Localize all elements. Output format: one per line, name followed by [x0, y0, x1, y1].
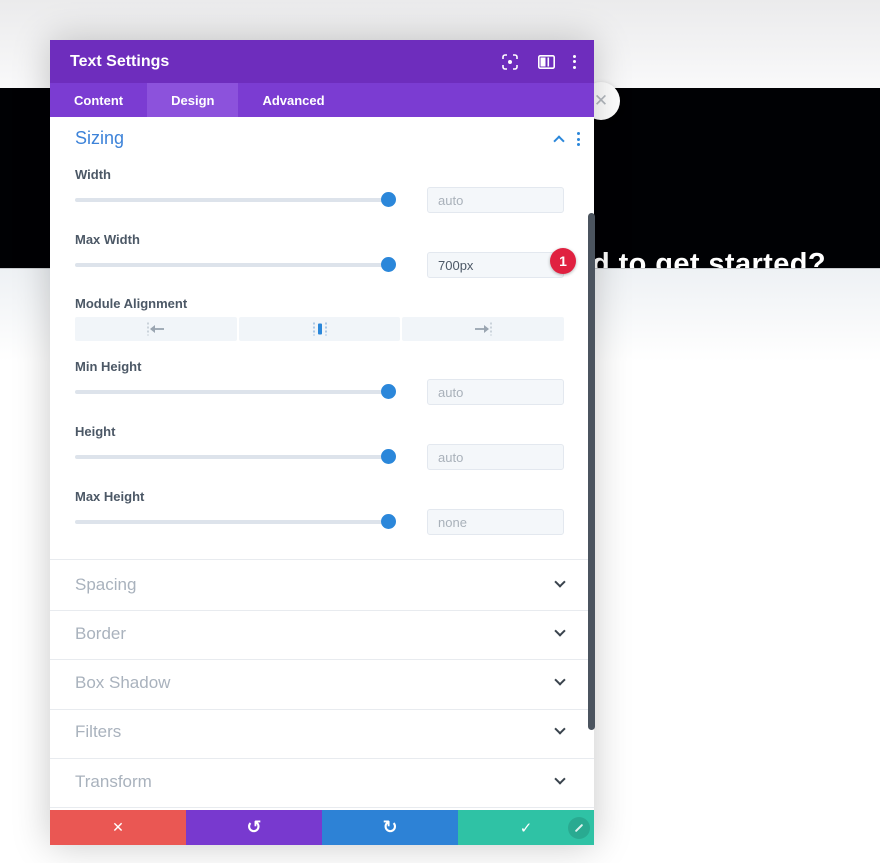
- modal-title: Text Settings: [70, 52, 170, 70]
- max-height-slider-handle[interactable]: [381, 514, 396, 529]
- module-alignment-group: [75, 317, 565, 341]
- width-input[interactable]: [427, 187, 564, 213]
- max-height-label: Max Height: [75, 489, 145, 504]
- save-button[interactable]: ✓: [458, 810, 594, 845]
- chevron-up-icon[interactable]: [553, 135, 565, 147]
- width-slider[interactable]: [75, 192, 396, 207]
- max-width-label: Max Width: [75, 232, 140, 247]
- max-width-slider[interactable]: [75, 257, 396, 272]
- redo-button[interactable]: ↻: [322, 810, 458, 845]
- align-center-icon: [312, 322, 327, 336]
- width-label: Width: [75, 167, 111, 182]
- max-height-slider[interactable]: [75, 514, 396, 529]
- module-alignment-label: Module Alignment: [75, 296, 188, 311]
- tab-content[interactable]: Content: [74, 92, 124, 108]
- height-label: Height: [75, 424, 116, 439]
- min-height-slider-handle[interactable]: [381, 384, 396, 399]
- section-border[interactable]: Border: [75, 624, 127, 643]
- undo-button[interactable]: ↺: [186, 810, 322, 845]
- split-view-icon[interactable]: [537, 53, 555, 71]
- align-left-icon: [147, 322, 164, 336]
- height-input[interactable]: [427, 444, 564, 470]
- close-icon: ✕: [593, 91, 609, 110]
- align-center-button[interactable]: [238, 317, 401, 341]
- align-right-icon: [475, 322, 492, 336]
- divider: [50, 807, 594, 808]
- min-height-label: Min Height: [75, 359, 142, 374]
- section-spacing[interactable]: Spacing: [75, 575, 137, 594]
- step-badge: 1: [550, 248, 576, 274]
- width-slider-handle[interactable]: [381, 192, 396, 207]
- kebab-menu-icon[interactable]: [573, 54, 576, 69]
- height-slider[interactable]: [75, 449, 396, 464]
- tab-advanced[interactable]: Advanced: [262, 92, 325, 108]
- sizing-options-kebab-icon[interactable]: [577, 132, 580, 146]
- section-box-shadow[interactable]: Box Shadow: [75, 673, 171, 692]
- focus-icon[interactable]: [501, 53, 519, 71]
- divider: [50, 559, 594, 560]
- text-settings-modal: Text Settings C: [50, 40, 594, 845]
- section-filters[interactable]: Filters: [75, 722, 122, 741]
- divider: [50, 610, 594, 611]
- min-height-input[interactable]: [427, 379, 564, 405]
- divider: [50, 709, 594, 710]
- max-width-input[interactable]: [427, 252, 564, 278]
- min-height-slider[interactable]: [75, 384, 396, 399]
- divider: [50, 758, 594, 759]
- check-icon: ✓: [519, 818, 533, 837]
- sizing-section-heading[interactable]: Sizing: [75, 128, 125, 148]
- settings-tabbar: Content Design Advanced: [50, 83, 594, 117]
- resize-handle[interactable]: [568, 816, 590, 839]
- tab-design[interactable]: Design: [147, 83, 239, 117]
- max-width-slider-handle[interactable]: [381, 257, 396, 272]
- modal-footer: ✕ ↺ ↻ ✓: [50, 810, 594, 845]
- align-right-button[interactable]: [402, 317, 565, 341]
- divider: [50, 659, 594, 660]
- close-icon: ✕: [112, 819, 124, 836]
- modal-header[interactable]: Text Settings: [50, 40, 594, 83]
- align-left-button[interactable]: [75, 317, 237, 341]
- max-height-input[interactable]: [427, 509, 564, 535]
- undo-icon: ↺: [246, 817, 262, 838]
- discard-button[interactable]: ✕: [50, 810, 186, 845]
- height-slider-handle[interactable]: [381, 449, 396, 464]
- section-transform[interactable]: Transform: [75, 772, 152, 791]
- redo-icon: ↻: [382, 817, 398, 838]
- modal-scrollbar[interactable]: [588, 213, 595, 730]
